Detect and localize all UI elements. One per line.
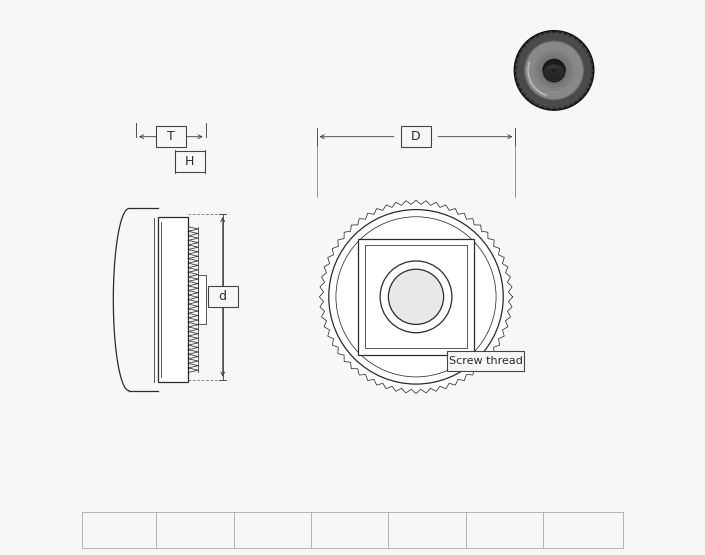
Circle shape	[380, 261, 452, 332]
Text: H: H	[185, 155, 195, 168]
Circle shape	[329, 210, 503, 384]
FancyBboxPatch shape	[175, 151, 204, 172]
Text: d: d	[219, 290, 227, 304]
Polygon shape	[358, 239, 474, 355]
FancyBboxPatch shape	[401, 126, 431, 147]
FancyBboxPatch shape	[208, 286, 238, 307]
Text: T: T	[167, 130, 175, 143]
Polygon shape	[198, 275, 206, 325]
Polygon shape	[515, 32, 593, 109]
Circle shape	[542, 59, 566, 82]
Circle shape	[534, 50, 575, 91]
Circle shape	[515, 31, 594, 110]
Circle shape	[539, 56, 569, 85]
Circle shape	[537, 53, 572, 88]
Circle shape	[543, 59, 565, 82]
Polygon shape	[319, 200, 513, 393]
Circle shape	[388, 269, 443, 325]
FancyBboxPatch shape	[448, 351, 524, 371]
FancyBboxPatch shape	[156, 126, 185, 147]
Text: Screw thread: Screw thread	[448, 356, 522, 366]
Circle shape	[525, 41, 584, 100]
Text: D: D	[411, 130, 421, 143]
Polygon shape	[158, 217, 188, 382]
